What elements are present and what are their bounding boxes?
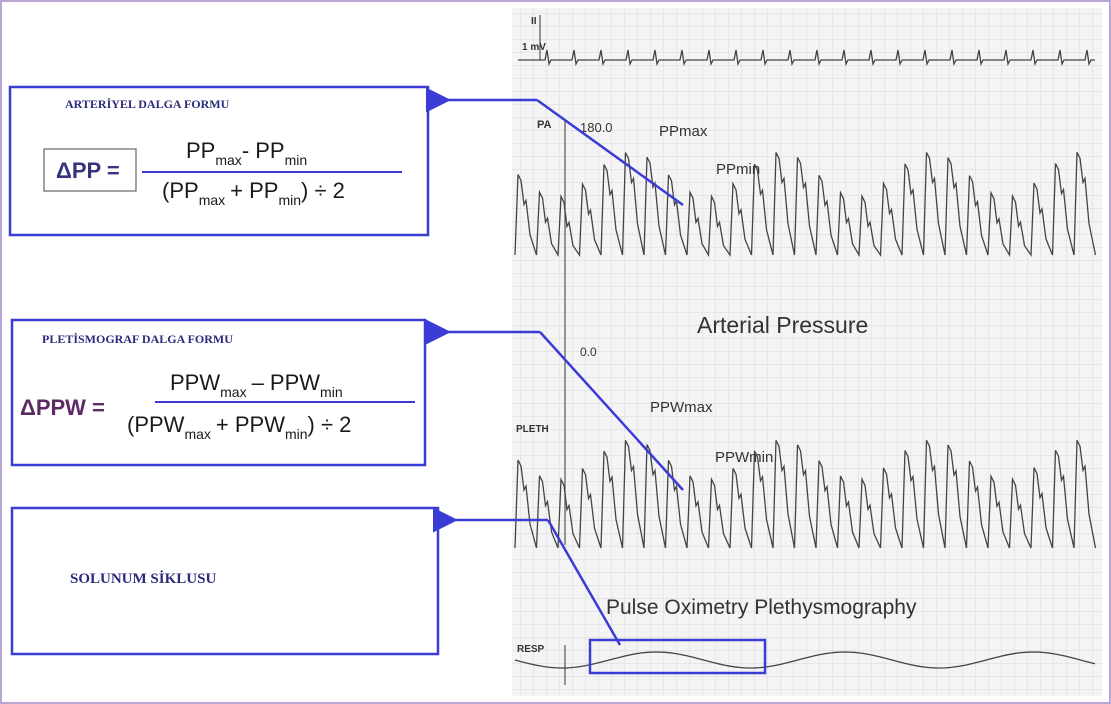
label: 0.0 bbox=[580, 345, 597, 359]
subscript: min bbox=[285, 426, 308, 442]
label: PPmin bbox=[716, 161, 760, 178]
title: Pulse Oximetry Plethysmography bbox=[606, 596, 917, 619]
term: ) ÷ 2 bbox=[308, 412, 352, 437]
formula-lhs: ΔPP = bbox=[56, 158, 120, 183]
subscript: max bbox=[220, 384, 246, 400]
term: ) ÷ 2 bbox=[301, 178, 345, 203]
label: PPmax bbox=[659, 123, 708, 140]
strip-grid bbox=[512, 8, 1102, 696]
label: PPWmin bbox=[715, 449, 773, 466]
formula-lhs: ΔPPW = bbox=[20, 395, 105, 420]
term: PPW bbox=[170, 370, 220, 395]
term: (PPW bbox=[127, 412, 185, 437]
label: 180.0 bbox=[580, 120, 613, 135]
page: II 1 mV PA 180.0 PPmax PPmin Arterial Pr… bbox=[0, 0, 1111, 704]
label: PPWmax bbox=[650, 399, 713, 416]
label: PLETH bbox=[516, 424, 549, 435]
label: 1 mV bbox=[522, 42, 546, 53]
heading: PLETİSMOGRAF DALGA FORMU bbox=[42, 332, 233, 346]
term: PP bbox=[186, 138, 215, 163]
term: - PP bbox=[242, 138, 285, 163]
heading: ARTERİYEL DALGA FORMU bbox=[65, 97, 230, 111]
subscript: max bbox=[184, 426, 210, 442]
term: + PPW bbox=[216, 412, 285, 437]
term: – PPW bbox=[252, 370, 321, 395]
title: Arterial Pressure bbox=[697, 312, 868, 338]
subscript: max bbox=[215, 152, 241, 168]
term: (PP bbox=[162, 178, 199, 203]
heading: SOLUNUM SİKLUSU bbox=[70, 570, 216, 587]
subscript: min bbox=[285, 152, 308, 168]
subscript: min bbox=[320, 384, 343, 400]
label: PA bbox=[537, 119, 552, 131]
term: + PP bbox=[230, 178, 278, 203]
subscript: max bbox=[199, 192, 225, 208]
subscript: min bbox=[278, 192, 301, 208]
monitor-strip: II 1 mV PA 180.0 PPmax PPmin Arterial Pr… bbox=[512, 8, 1102, 696]
label: RESP bbox=[517, 644, 545, 655]
label: II bbox=[531, 16, 537, 27]
